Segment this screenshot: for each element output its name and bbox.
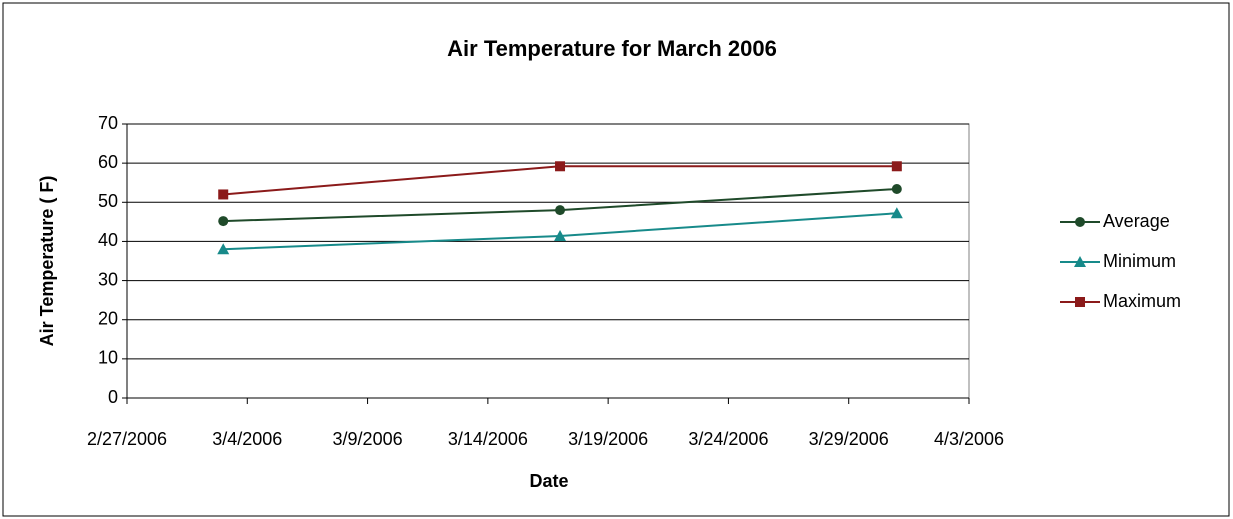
marker	[554, 229, 567, 241]
y-tick-label: 70	[98, 113, 118, 133]
marker	[218, 189, 229, 200]
chart-title: Air Temperature for March 2006	[447, 36, 777, 61]
x-tick-label: 2/27/2006	[87, 429, 167, 449]
y-tick-label: 40	[98, 230, 118, 250]
legend-label: Minimum	[1103, 251, 1176, 271]
marker	[217, 243, 230, 255]
y-axis-title: Air Temperature ( F)	[37, 176, 57, 347]
legend-label: Maximum	[1103, 291, 1181, 311]
y-tick-label: 60	[98, 152, 118, 172]
x-tick-label: 3/4/2006	[212, 429, 282, 449]
y-tick-label: 20	[98, 308, 118, 328]
y-tick-label: 50	[98, 191, 118, 211]
marker	[891, 161, 902, 172]
legend-marker	[1075, 217, 1085, 227]
legend-marker	[1074, 256, 1086, 267]
x-tick-label: 3/29/2006	[809, 429, 889, 449]
x-tick-label: 3/14/2006	[448, 429, 528, 449]
marker	[890, 207, 903, 219]
marker	[218, 216, 229, 227]
legend-marker	[1075, 297, 1085, 307]
x-tick-label: 4/3/2006	[934, 429, 1004, 449]
y-tick-label: 10	[98, 348, 118, 368]
marker	[555, 161, 566, 172]
x-tick-label: 3/9/2006	[333, 429, 403, 449]
marker	[891, 183, 902, 194]
y-tick-label: 30	[98, 269, 118, 289]
y-tick-label: 0	[108, 387, 118, 407]
x-tick-label: 3/24/2006	[688, 429, 768, 449]
x-tick-label: 3/19/2006	[568, 429, 648, 449]
legend-label: Average	[1103, 211, 1170, 231]
marker	[555, 205, 566, 216]
x-axis-title: Date	[529, 471, 568, 491]
